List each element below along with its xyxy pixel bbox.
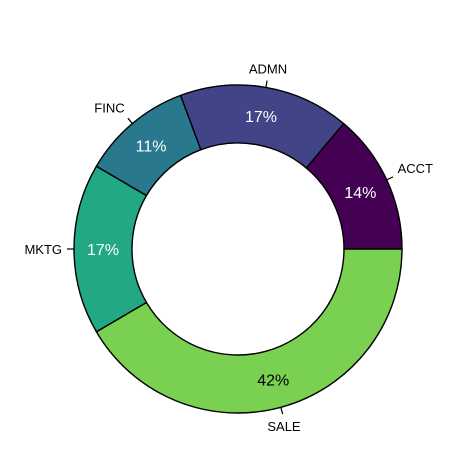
category-label-acct: ACCT xyxy=(398,161,433,176)
tick-admn xyxy=(265,80,268,88)
slices-group xyxy=(73,84,403,414)
category-label-mktg: MKTG xyxy=(24,242,62,257)
category-label-sale: SALE xyxy=(267,419,301,434)
value-label-acct: 14% xyxy=(344,185,376,202)
labels-group: 14% ACCT 42% SALE 17% MKTG 11% FINC 17% ADMN xyxy=(24,62,433,434)
tick-acct xyxy=(386,176,394,181)
category-label-admn: ADMN xyxy=(249,62,287,77)
category-ticks-group xyxy=(67,80,394,415)
slice-admn xyxy=(179,84,345,169)
value-label-sale: 42% xyxy=(257,372,289,389)
category-label-finc: FINC xyxy=(94,100,124,115)
value-label-finc: 11% xyxy=(136,139,167,156)
value-label-mktg: 17% xyxy=(87,242,119,259)
value-label-admn: 17% xyxy=(245,109,277,126)
tick-finc xyxy=(127,117,133,124)
tick-sale xyxy=(280,407,284,415)
slice-sale xyxy=(95,248,403,414)
